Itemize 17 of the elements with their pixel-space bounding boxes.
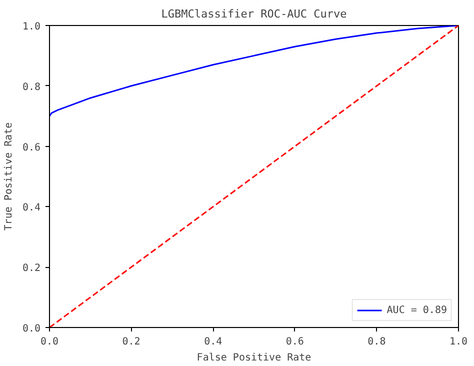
x-tick-label: 0.4 (204, 336, 222, 348)
chart-title: LGBMClassifier ROC-AUC Curve (161, 8, 347, 20)
y-tick-label: 0.8 (22, 82, 40, 93)
y-axis-title: True Positive Rate (3, 122, 14, 231)
y-tick-label: 0.2 (22, 263, 40, 274)
x-tick-label: 0.0 (40, 336, 59, 348)
x-tick-label: 0.6 (286, 336, 304, 348)
line-series (50, 26, 458, 117)
legend-label: AUC = 0.89 (386, 304, 447, 316)
x-tick-label: 0.8 (368, 336, 386, 348)
y-tick-label: 1.0 (22, 22, 40, 32)
y-tick-label: 0.6 (22, 142, 40, 154)
x-tick-label: 0.2 (122, 336, 140, 348)
x-tick-label: 1.0 (449, 336, 468, 348)
y-tick-label: 0.4 (22, 202, 40, 214)
y-tick-label: 0.0 (22, 324, 40, 334)
x-axis-title: False Positive Rate (196, 352, 312, 364)
